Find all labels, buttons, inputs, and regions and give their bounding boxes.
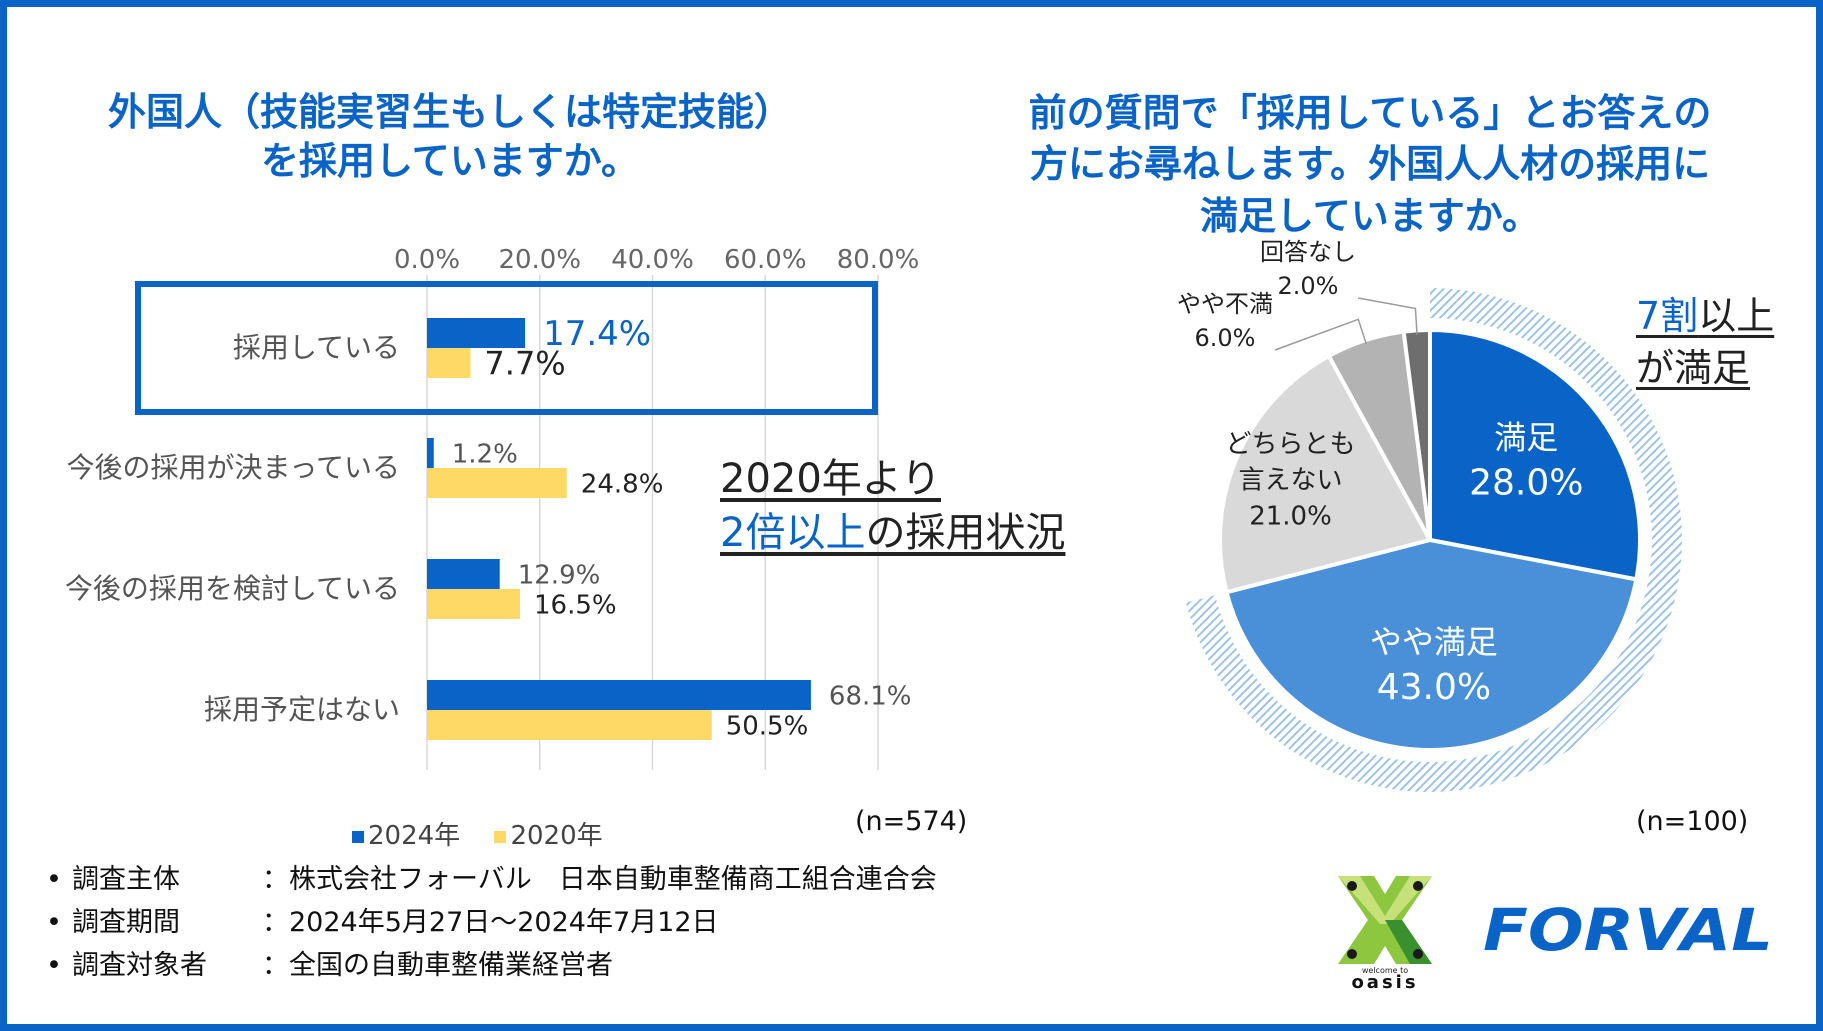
pie-slice-label: やや不満 <box>1177 290 1273 318</box>
pie-slice <box>1224 537 1639 752</box>
note-bullet: • <box>46 864 62 895</box>
pie-slice-label: 満足 <box>1494 419 1558 457</box>
pie-sample-size: (n=100) <box>1636 806 1749 837</box>
pie-chart-title-line3: 満足していますか。 <box>1199 193 1541 238</box>
bar-2024 <box>427 680 811 710</box>
oasis-logo-wordmark: oasis <box>1351 972 1418 990</box>
note-key: 調査主体 <box>72 864 180 895</box>
bar-axis-tick-label: 40.0% <box>611 245 694 275</box>
bar-data-label: 24.8% <box>581 469 664 499</box>
bar-data-label: 1.2% <box>452 439 518 469</box>
growth-callout-highlight: 2倍以上 <box>720 510 866 556</box>
bar-axis-tick-label: 20.0% <box>498 245 581 275</box>
bar-chart-title: 外国人（技能実習生もしくは特定技能） を採用していますか。 <box>40 88 860 187</box>
note-bullet: • <box>46 950 62 981</box>
bar-category-label: 採用している <box>233 331 400 364</box>
oasis-logo-tagline: welcome to <box>1362 966 1408 975</box>
oasis-logo-dot <box>1413 949 1423 959</box>
pie-slice-label: 回答なし <box>1260 238 1356 266</box>
legend-label-2020: 2020年 <box>510 821 603 851</box>
legend-swatch-2020 <box>494 830 507 843</box>
bar-data-label: 50.5% <box>726 711 809 741</box>
bar-2024 <box>427 318 526 348</box>
pie-chart-title: 前の質問で「採用している」とお答えの 方にお尋ねします。外国人人材の採用に 満足… <box>970 88 1770 242</box>
note-key: 調査対象者 <box>72 950 207 981</box>
pie-slice-value: 28.0% <box>1469 463 1583 504</box>
forval-logo: FORVAL <box>1483 900 1773 960</box>
bar-axis-tick-label: 60.0% <box>724 245 807 275</box>
bar-2020 <box>427 468 567 498</box>
pie-slice-label: やや満足 <box>1370 623 1498 661</box>
bar-data-label: 12.9% <box>518 560 601 590</box>
pie-slice <box>1428 327 1642 582</box>
pie-slice-value: 21.0% <box>1249 502 1332 532</box>
oasis-logo-shape <box>1338 876 1432 924</box>
pie-chart-title-line1: 前の質問で「採用している」とお答えの <box>1028 91 1712 135</box>
bar-2020 <box>427 348 471 378</box>
oasis-logo: welcome to oasis <box>1338 876 1432 990</box>
bar-axis-tick-label: 80.0% <box>837 245 920 275</box>
bar-data-label: 16.5% <box>534 590 617 620</box>
pie-slice <box>1218 353 1433 595</box>
bar-sample-size: (n=574) <box>855 806 968 837</box>
oasis-logo-dot <box>1347 949 1357 959</box>
note-value: ：2024年5月27日～2024年7月12日 <box>262 907 719 938</box>
pie-leader-line <box>1274 318 1368 351</box>
legend-item-2020: 2020年 <box>494 821 603 851</box>
survey-note-row: • 調査期間 ：2024年5月27日～2024年7月12日 <box>46 901 937 944</box>
oasis-logo-dot <box>1413 881 1423 891</box>
survey-notes: • 調査主体 ：株式会社フォーバル 日本自動車整備商工組合連合会 • 調査期間 … <box>46 858 937 987</box>
pie-slice-value: 2.0% <box>1278 272 1339 300</box>
forval-logo-wordmark: FORVAL <box>1483 900 1773 960</box>
bar-2024 <box>427 559 500 589</box>
oasis-logo-dot <box>1347 881 1357 891</box>
bar-2020 <box>427 710 712 740</box>
bar-2024 <box>427 438 434 468</box>
bar-category-label: 今後の採用が決まっている <box>67 451 400 484</box>
growth-callout: 2020年より 2倍以上の採用状況 <box>720 452 1065 560</box>
bar-chart-title-line2: を採用していますか。 <box>260 139 640 184</box>
pie-slice-value: 43.0% <box>1377 667 1491 708</box>
satisfaction-callout-line2: が満足 <box>1636 346 1751 390</box>
satisfaction-callout: 7割以上 が満足 <box>1636 290 1774 394</box>
bar-category-label: 今後の採用を検討している <box>65 572 400 605</box>
satisfaction-callout-line1: 7割以上 <box>1636 290 1774 342</box>
bar-data-label: 7.7% <box>484 345 565 383</box>
survey-note-row: • 調査主体 ：株式会社フォーバル 日本自動車整備商工組合連合会 <box>46 858 937 901</box>
bar-2020 <box>427 589 521 619</box>
pie-slice-label: どちらとも <box>1225 430 1355 460</box>
bar-chart-title-line1: 外国人（技能実習生もしくは特定技能） <box>107 90 792 134</box>
bar-axis-tick-label: 0.0% <box>394 245 460 275</box>
highlight-box <box>135 281 878 415</box>
growth-callout-line1: 2020年より <box>720 456 941 502</box>
pie-slice-label: 言えない <box>1238 466 1342 496</box>
note-value: ：株式会社フォーバル 日本自動車整備商工組合連合会 <box>262 864 937 895</box>
bar-category-label: 採用予定はない <box>204 693 400 726</box>
bar-data-label: 17.4% <box>543 314 651 354</box>
satisfaction-callout-highlight: 7割 <box>1636 294 1699 338</box>
legend-label-2024: 2024年 <box>368 821 461 851</box>
note-value: ：全国の自動車整備業経営者 <box>262 950 613 981</box>
satisfaction-callout-rest: 以上 <box>1698 294 1775 338</box>
bar-legend: 2024年 2020年 <box>352 815 629 852</box>
note-key: 調査期間 <box>72 907 180 938</box>
bar-data-label: 68.1% <box>829 681 912 711</box>
legend-swatch-2024 <box>352 830 364 843</box>
pie-slice-value: 6.0% <box>1195 324 1256 352</box>
pie-leader-line <box>1357 297 1418 335</box>
note-bullet: • <box>46 907 62 938</box>
growth-callout-rest: の採用状況 <box>865 510 1066 556</box>
growth-callout-line2: 2倍以上の採用状況 <box>720 506 1065 560</box>
legend-item-2024: 2024年 <box>352 821 460 851</box>
survey-note-row: • 調査対象者 ：全国の自動車整備業経営者 <box>46 944 937 987</box>
pie-chart-title-line2: 方にお尋ねします。外国人人材の採用に <box>1029 142 1711 187</box>
